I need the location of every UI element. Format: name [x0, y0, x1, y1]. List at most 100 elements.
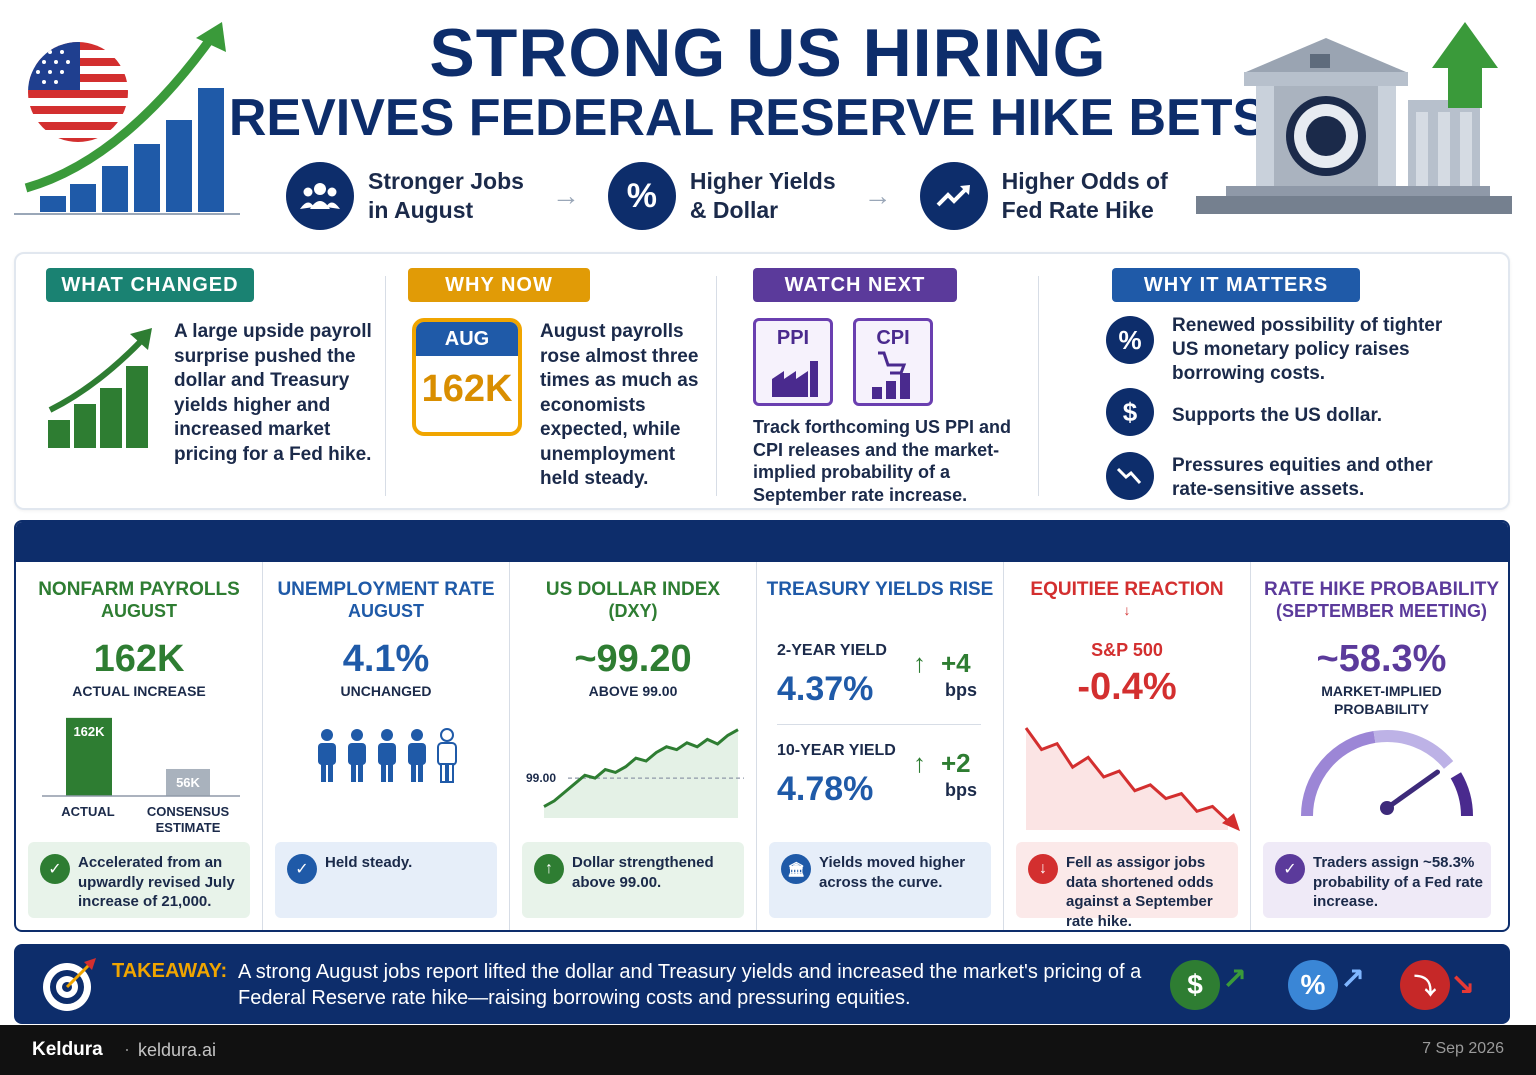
- flow-step-yields: % Higher Yields & Dollar: [607, 162, 836, 230]
- dollar-icon: $: [1106, 388, 1154, 436]
- reference-label: 99.00: [526, 771, 556, 785]
- bps-label: bps: [945, 680, 978, 700]
- publish-date: 7 Sep 2026: [1422, 1040, 1504, 1057]
- arrow-down-icon: [1222, 813, 1240, 832]
- flow-label: Higher Yields & Dollar: [689, 168, 836, 223]
- card-value: 4.1%: [342, 638, 430, 680]
- bar: [66, 717, 112, 796]
- card-subtitle: (DXY): [608, 601, 658, 621]
- person-filled-icon: [318, 729, 336, 782]
- arrow-right-icon: →: [863, 180, 892, 211]
- arrow-up-icon: ↗: [1340, 963, 1366, 996]
- takeaway-text: A strong August jobs report lifted the d…: [238, 961, 1142, 1009]
- workforce-icons: [318, 728, 457, 783]
- card-title: NONFARM PAYROLLS: [38, 579, 240, 600]
- spx-line-chart: [1024, 727, 1240, 832]
- why-now-section: WHY NOW AUG 162K August payrolls rose al…: [386, 254, 716, 508]
- matters-item: Renewed possibility of tighter US moneta…: [1172, 315, 1443, 384]
- card-note: ↑ Dollar strengthened above 99.00.: [522, 842, 744, 918]
- footer: Keldura · keldura.ai 7 Sep 2026: [0, 1025, 1536, 1075]
- ppi-document-icon: PPI: [753, 318, 833, 406]
- area-fill: [1026, 727, 1228, 830]
- category-label: CONSENSUS: [147, 804, 230, 819]
- shopping-cart-icon: [872, 351, 910, 399]
- note-text: Yields moved higher across the curve.: [819, 854, 966, 891]
- flow-step-jobs: Stronger Jobs in August: [286, 162, 524, 230]
- dxy-line-chart: 99.00: [526, 728, 744, 818]
- calendar-value: 162K: [421, 368, 513, 410]
- gauge-arc-mid: [1373, 730, 1454, 769]
- dxy-series-line: [543, 728, 739, 808]
- percent-icon: %: [607, 162, 676, 230]
- context-panel: WHAT CHANGED A large upside payroll surp…: [14, 252, 1510, 510]
- arrow-down-icon: ↓: [1028, 854, 1058, 884]
- gauge-hub: [1380, 801, 1394, 815]
- federal-reserve-building-icon: [1196, 22, 1512, 214]
- card-title: EQUITIEE REACTION: [1030, 579, 1224, 600]
- takeaway-banner: TAKEAWAY: A strong August jobs report li…: [14, 944, 1510, 1024]
- site-link[interactable]: keldura.ai: [138, 1040, 217, 1060]
- card-title: US DOLLAR INDEX: [545, 579, 721, 600]
- target-icon: [43, 958, 96, 1011]
- note-text: Accelerated from an upwardly revised Jul…: [78, 854, 235, 910]
- watch-next-label: WATCH NEXT: [753, 268, 957, 302]
- probability-gauge: [1301, 730, 1473, 817]
- arrow-down-icon: ↘: [1450, 969, 1476, 1002]
- card-caption: MARKET-IMPLIED PROBABILITY: [1321, 683, 1442, 717]
- check-icon: ✓: [287, 854, 317, 884]
- person-filled-icon: [348, 729, 366, 782]
- card-subtitle: AUGUST: [101, 601, 177, 621]
- card-caption: UNCHANGED: [340, 683, 432, 699]
- calendar-month: AUG: [416, 322, 518, 356]
- divider: [777, 724, 981, 725]
- cpi-document-icon: CPI: [853, 318, 933, 406]
- card-equity-reaction: EQUITIEE REACTION ↓ S&P 500 -0.4% ↓ Fell…: [1004, 562, 1251, 930]
- why-it-matters-section: WHY IT MATTERS % Renewed possibility of …: [1038, 254, 1508, 508]
- note-text: Dollar strengthened above 99.00.: [572, 854, 714, 891]
- market-dashboard: NONFARM PAYROLLS AUGUST 162K ACTUAL INCR…: [14, 520, 1510, 932]
- card-subtitle: AUGUST: [348, 601, 424, 621]
- arrow-right-icon: →: [551, 180, 580, 211]
- flow-step-hike: Higher Odds of Fed Rate Hike: [919, 162, 1168, 230]
- people-icon: [286, 162, 354, 230]
- flow-label: Higher Odds of Fed Rate Hike: [1001, 168, 1168, 223]
- card-nonfarm-payrolls: NONFARM PAYROLLS AUGUST 162K ACTUAL INCR…: [16, 562, 263, 930]
- page-subtitle: REVIVES FEDERAL RESERVE HIKE BETS: [228, 89, 1268, 147]
- takeaway-label: TAKEAWAY:: [112, 960, 228, 982]
- card-treasury-yields: TREASURY YIELDS RISE 2-YEAR YIELD 4.37% …: [757, 562, 1004, 930]
- area-fill: [544, 729, 738, 818]
- card-unemployment-rate: UNEMPLOYMENT RATE AUGUST 4.1% UNCHANGED …: [263, 562, 510, 930]
- header: STRONG US HIRING REVIVES FEDERAL RESERVE…: [0, 0, 1536, 240]
- watch-next-section: WATCH NEXT PPI CPI Track forthcoming US …: [717, 254, 1037, 508]
- card-note: ✓ Held steady.: [275, 842, 497, 918]
- brand-name: Keldura: [32, 1039, 103, 1060]
- bank-icon: 🏛: [781, 854, 811, 884]
- spx-series-line: [1024, 727, 1230, 823]
- card-caption: ACTUAL INCREASE: [72, 683, 206, 699]
- divider: [385, 276, 386, 496]
- ten-year-label: 10-YEAR YIELD: [777, 742, 896, 759]
- person-outline-icon: [437, 728, 457, 783]
- bar: [166, 768, 210, 796]
- matters-item: Supports the US dollar.: [1172, 405, 1383, 426]
- arrow-up-icon: ↑: [913, 748, 926, 778]
- check-icon: ✓: [40, 854, 70, 884]
- trend-up-icon: [919, 162, 988, 230]
- factory-icon: [772, 361, 818, 397]
- growth-chart-icon: [48, 328, 152, 448]
- dashboard-header: [16, 522, 1508, 562]
- card-value: ~99.20: [574, 638, 692, 680]
- watch-next-text: Track forthcoming US PPI and CPI release…: [753, 417, 1012, 505]
- note-text: Traders assign ~58.3% probability of a F…: [1313, 854, 1484, 910]
- card-value: 162K: [93, 638, 185, 680]
- gauge-arc-high: [1450, 772, 1473, 817]
- divider: [1038, 276, 1039, 496]
- arrow-up-icon: ↑: [534, 854, 564, 884]
- category-label: ACTUAL: [61, 804, 114, 819]
- card-title: TREASURY YIELDS RISE: [766, 579, 994, 600]
- calendar-icon: AUG 162K: [412, 318, 522, 436]
- card-note: ✓ Accelerated from an upwardly revised J…: [28, 842, 250, 918]
- card-subtitle: (SEPTEMBER MEETING): [1275, 601, 1487, 621]
- category-label: ESTIMATE: [156, 820, 221, 832]
- cpi-label: CPI: [876, 327, 910, 349]
